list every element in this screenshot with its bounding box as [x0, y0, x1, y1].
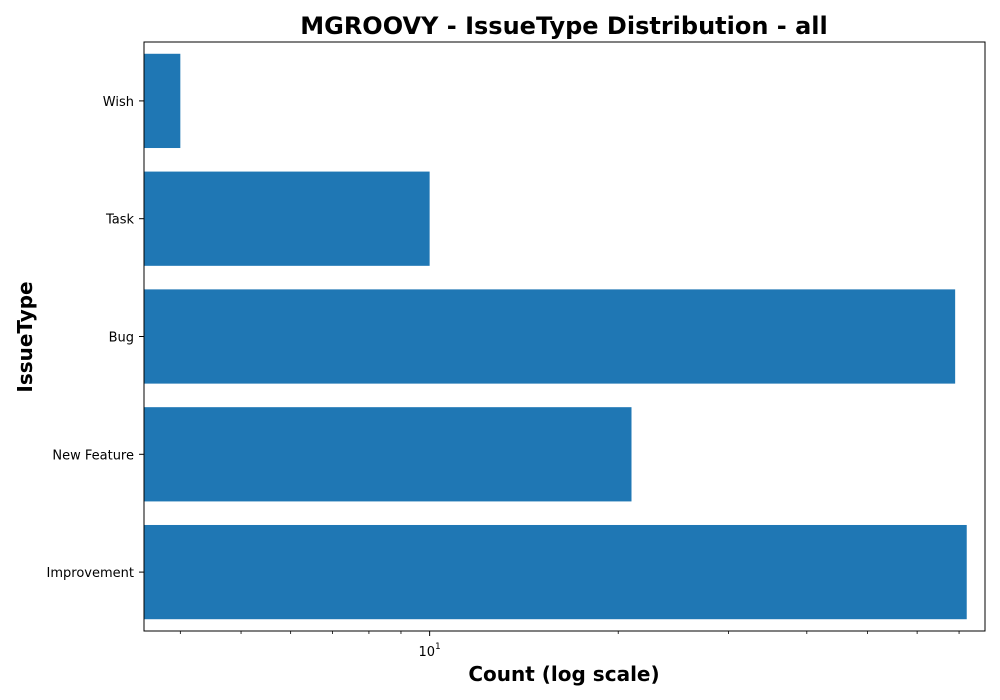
plot-frame	[143, 41, 986, 632]
x-tick-base: 10	[418, 645, 435, 660]
y-tick-label: New Feature	[52, 448, 134, 463]
x-tick-label: 101	[418, 642, 440, 660]
y-tick-label: Improvement	[47, 566, 134, 581]
bar-new-feature	[144, 407, 632, 502]
y-axis-label: IssueType	[13, 281, 37, 392]
bar-improvement	[144, 524, 967, 620]
x-tick-exponent: 1	[435, 642, 441, 652]
bar-wish	[144, 53, 181, 149]
x-axis: 101	[179, 631, 960, 660]
y-tick-label: Bug	[109, 331, 134, 346]
y-tick-label: Task	[105, 213, 135, 228]
bars-group	[144, 53, 967, 620]
y-tick-label: Wish	[103, 95, 134, 110]
bar-task	[144, 171, 430, 266]
y-axis: Improvement New Feature Bug Task Wish	[47, 95, 144, 581]
bar-bug	[144, 289, 956, 384]
x-axis-label: Count (log scale)	[468, 662, 659, 686]
chart-title: MGROOVY - IssueType Distribution - all	[300, 12, 828, 40]
